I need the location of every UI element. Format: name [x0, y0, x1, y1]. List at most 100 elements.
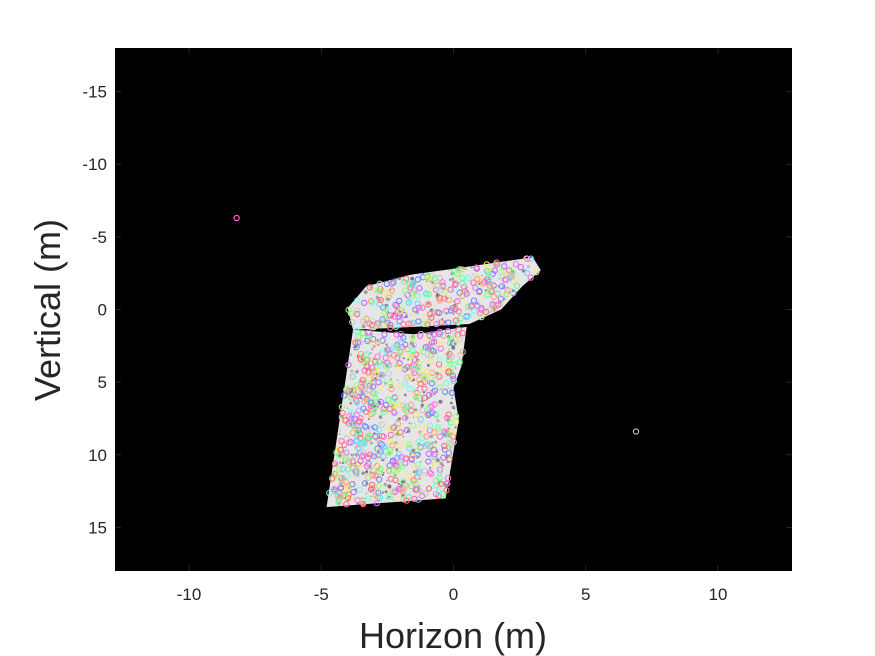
data-point — [355, 446, 362, 453]
data-point — [337, 475, 344, 482]
data-point — [350, 488, 357, 496]
data-point — [432, 477, 440, 484]
y-tick-label: -5 — [92, 228, 107, 247]
data-point — [376, 476, 383, 483]
data-point — [353, 467, 361, 475]
data-point — [424, 273, 431, 280]
data-point — [416, 332, 424, 340]
data-point — [445, 368, 452, 375]
data-point — [361, 480, 369, 487]
data-point — [447, 361, 454, 368]
data-point — [417, 380, 424, 388]
data-point — [483, 292, 491, 299]
data-point — [481, 278, 489, 285]
y-tick-label: -10 — [82, 155, 107, 174]
data-point — [367, 411, 375, 418]
data-point — [384, 396, 392, 403]
data-point — [425, 334, 433, 341]
data-point — [510, 278, 518, 285]
data-point — [335, 496, 342, 503]
point-cloud-gap — [394, 365, 397, 368]
point-cloud-gap — [425, 474, 428, 477]
data-point — [360, 438, 367, 446]
data-point — [483, 308, 490, 316]
data-point — [407, 373, 414, 381]
data-point — [443, 480, 450, 487]
data-point — [478, 313, 485, 321]
data-point — [349, 464, 356, 472]
data-point — [331, 486, 338, 493]
data-point — [345, 485, 352, 492]
data-point — [423, 433, 430, 440]
data-point — [363, 350, 370, 357]
data-point — [387, 425, 394, 432]
data-point — [391, 460, 398, 467]
point-cloud-gap — [387, 484, 392, 489]
point-cloud-gap — [410, 276, 415, 281]
data-point — [337, 446, 345, 454]
data-point — [436, 356, 443, 363]
data-point — [358, 440, 365, 447]
data-point — [409, 347, 416, 355]
data-point — [402, 381, 409, 388]
data-point — [375, 448, 383, 455]
data-point — [326, 489, 333, 497]
data-point — [378, 421, 386, 428]
x-tick-label: 5 — [581, 585, 590, 604]
point-cloud-gap — [347, 407, 349, 409]
data-point — [415, 318, 422, 325]
data-point — [474, 302, 481, 309]
point-cloud-gap — [422, 272, 425, 275]
point-cloud-gap — [369, 471, 371, 473]
y-tick-label: -15 — [82, 83, 107, 102]
data-point — [428, 470, 435, 478]
data-point — [414, 447, 421, 454]
point-cloud-gap — [454, 426, 457, 429]
data-point — [412, 306, 419, 313]
data-point — [396, 382, 403, 390]
data-point — [337, 484, 345, 491]
data-point — [463, 313, 470, 321]
point-cloud-gap — [339, 433, 341, 436]
data-point — [392, 469, 399, 476]
data-point — [364, 474, 372, 481]
data-point — [365, 369, 372, 376]
data-point — [440, 366, 447, 373]
data-point — [428, 380, 435, 387]
data-point — [425, 301, 432, 308]
point-cloud-gap — [426, 364, 430, 367]
data-point — [517, 263, 524, 271]
data-point — [459, 348, 466, 355]
data-point — [409, 334, 416, 342]
data-point — [454, 336, 461, 344]
data-point — [429, 389, 437, 396]
data-point — [415, 468, 422, 476]
data-point — [410, 453, 417, 461]
data-point — [418, 492, 426, 500]
data-point — [353, 423, 360, 431]
data-point — [364, 428, 371, 435]
data-point — [393, 331, 400, 338]
data-point — [369, 364, 376, 371]
data-point — [358, 453, 366, 460]
data-point — [353, 411, 360, 418]
data-point — [356, 486, 363, 493]
data-point — [369, 299, 376, 306]
data-point — [428, 403, 435, 410]
data-point — [403, 497, 410, 504]
data-point — [425, 411, 432, 419]
data-point — [439, 284, 447, 291]
data-point — [435, 492, 442, 499]
data-point — [417, 416, 424, 423]
data-point — [527, 274, 534, 281]
point-cloud-gap — [362, 502, 365, 505]
data-point — [359, 330, 367, 337]
data-point — [378, 371, 385, 379]
data-point — [335, 489, 343, 496]
data-point — [354, 392, 361, 399]
data-point — [498, 283, 506, 290]
data-point — [385, 494, 393, 501]
data-point — [432, 286, 440, 293]
data-point — [349, 429, 356, 436]
